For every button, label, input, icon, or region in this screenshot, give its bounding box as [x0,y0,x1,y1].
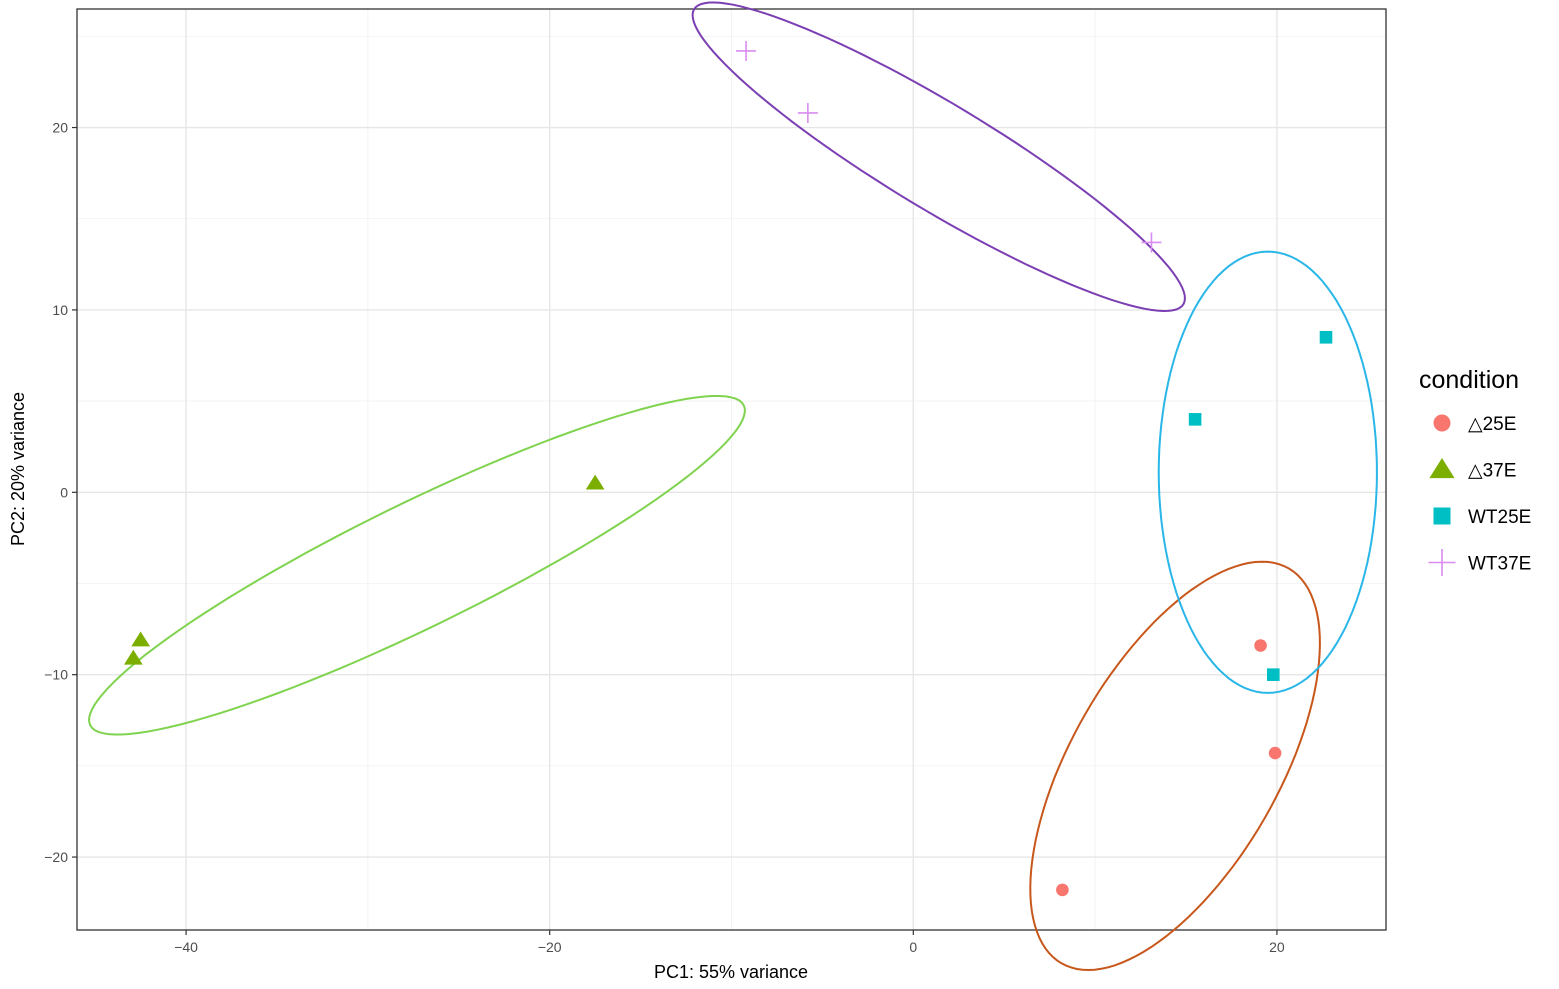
point-series-1-2 [1254,639,1267,652]
legend-key-2 [1429,458,1455,479]
data-points [124,40,1333,897]
point-series-4-2 [797,102,818,123]
point-series-1-1 [1056,883,1069,897]
x-axis-title: PC1: 55% variance [654,962,808,982]
legend-label-2: △37E [1468,461,1516,482]
ellipse-2 [88,395,746,736]
point-series-3-2 [1319,330,1333,344]
ellipse-1 [1029,560,1321,972]
legend: condition △25E △37E WT25E WT37E [1419,366,1531,576]
legend-title: condition [1419,366,1519,394]
legend-label-1: △25E [1468,414,1516,435]
panel-border [76,8,1387,931]
x-tick-label: −40 [174,939,198,955]
legend-label-3: WT25E [1468,507,1531,528]
point-series-2-1 [585,474,605,490]
legend-label-4: WT37E [1468,554,1531,575]
ellipse-3 [1157,250,1378,694]
x-tick-label: 20 [1269,939,1285,955]
point-series-2-2 [131,631,150,647]
legend-item-1: △25E [1433,414,1516,435]
legend-key-3 [1433,507,1451,525]
y-tick-label: −20 [44,849,68,865]
legend-item-3: WT25E [1433,507,1531,528]
y-axis-title: PC2: 20% variance [8,392,28,546]
point-series-4-1 [736,40,757,61]
ellipse-4 [691,1,1186,313]
point-series-3-3 [1266,668,1280,681]
y-tick-label: 10 [52,302,68,318]
confidence-ellipses [88,1,1378,972]
y-tick-label: −10 [44,667,68,683]
legend-items: △25E △37E WT25E WT37E [1428,414,1531,576]
y-axis-ticks: −20 −10 0 10 20 [44,120,77,865]
point-series-2-3 [124,649,143,665]
grid-major [77,9,1386,930]
x-axis-ticks: −40 −20 0 20 [174,930,1285,955]
legend-item-2: △37E [1429,458,1516,482]
legend-item-4: WT37E [1428,549,1531,576]
legend-key-1 [1433,414,1451,432]
legend-key-4 [1428,549,1456,576]
y-tick-label: 0 [60,484,68,500]
point-series-1-3 [1268,746,1282,760]
x-tick-label: 0 [909,939,917,955]
point-series-4-3 [1141,232,1162,253]
x-tick-label: −20 [538,939,562,955]
grid-minor [77,9,1386,930]
y-tick-label: 20 [52,120,68,136]
point-series-3-1 [1188,413,1202,426]
